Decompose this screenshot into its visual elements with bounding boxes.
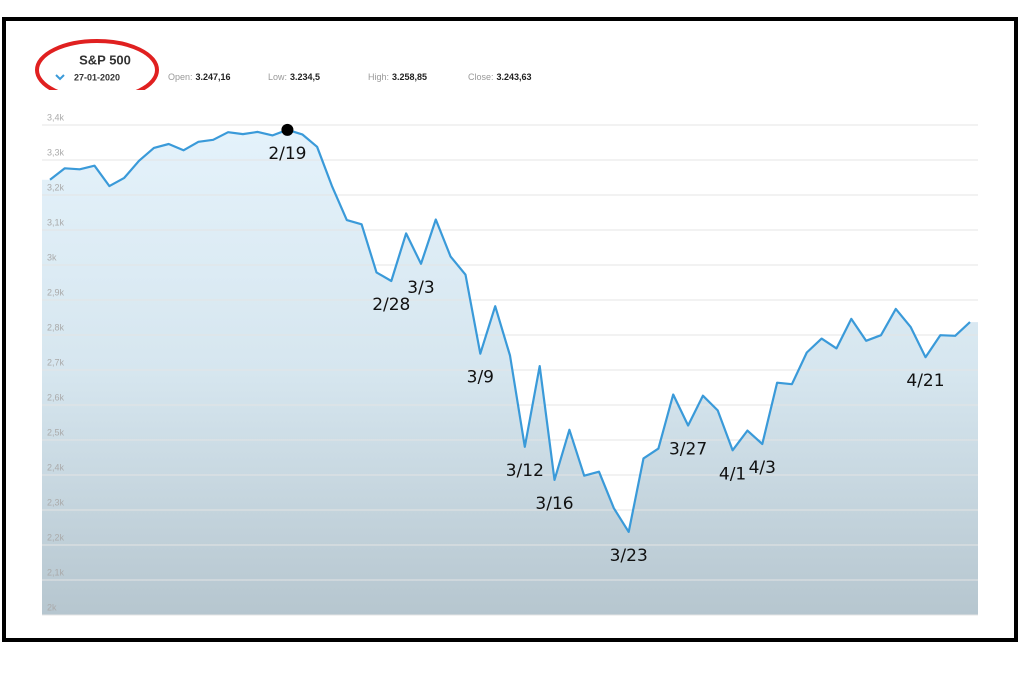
y-tick-label: 3,3k <box>47 147 65 157</box>
peak-marker <box>281 123 294 136</box>
y-tick-label: 3,2k <box>47 182 65 192</box>
y-tick-label: 2,9k <box>47 287 65 297</box>
annotation: 4/21 <box>906 371 944 391</box>
dropdown-icon[interactable] <box>55 74 65 81</box>
annotation: 3/3 <box>407 278 434 298</box>
stat-label: Open: <box>168 72 193 82</box>
annotation: 4/3 <box>749 458 776 478</box>
y-tick-label: 2,3k <box>47 497 65 507</box>
stat: Open: 3.247,16 <box>168 72 231 82</box>
area-fill <box>42 129 978 616</box>
stat: Close: 3.243,63 <box>468 72 532 82</box>
plot: 2k 2,1k 2,2k 2,3k 2,4k 2,5k 2,6k 2,7k 2,8k 2,9k 3k… <box>42 90 978 616</box>
stat-value: 3.243,63 <box>497 72 532 82</box>
y-tick-label: 2,5k <box>47 427 65 437</box>
stat-label: Low: <box>268 72 287 82</box>
annotation: 3/23 <box>610 546 648 566</box>
y-tick-label: 2,7k <box>47 357 65 367</box>
date[interactable]: 27-01-2020 <box>74 72 120 82</box>
y-tick-label: 2,1k <box>47 567 65 577</box>
y-tick-label: 2,8k <box>47 322 65 332</box>
y-tick-label: 3k <box>47 252 57 262</box>
annotation: 2/28 <box>372 295 410 315</box>
annotation: 3/16 <box>535 494 573 514</box>
stat-value: 3.247,16 <box>196 72 231 82</box>
stat-value: 3.234,5 <box>290 72 320 82</box>
annotation: 3/27 <box>669 439 707 459</box>
annotation: 3/9 <box>467 368 494 388</box>
stat-label: Close: <box>468 72 494 82</box>
line <box>49 128 971 533</box>
y-tick-label: 2,4k <box>47 462 65 472</box>
y-tick-label: 2,2k <box>47 532 65 542</box>
chart-title: S&P 500 <box>79 52 131 67</box>
stat-value: 3.258,85 <box>392 72 427 82</box>
y-tick-label: 3,4k <box>47 112 65 122</box>
stat-label: High: <box>368 72 389 82</box>
y-tick-label: 2,6k <box>47 392 65 402</box>
annotation: 3/12 <box>506 461 544 481</box>
y-tick-label: 2k <box>47 602 57 612</box>
stats: Open: 3.247,16 Low: 3.234,5 High: 3.258,85 Clo… <box>168 72 532 82</box>
y-tick-label: 3,1k <box>47 217 65 227</box>
annotation: 2/19 <box>268 144 306 164</box>
annotation: 4/1 <box>719 464 746 484</box>
stat: Low: 3.234,5 <box>268 72 320 82</box>
stat: High: 3.258,85 <box>368 72 427 82</box>
